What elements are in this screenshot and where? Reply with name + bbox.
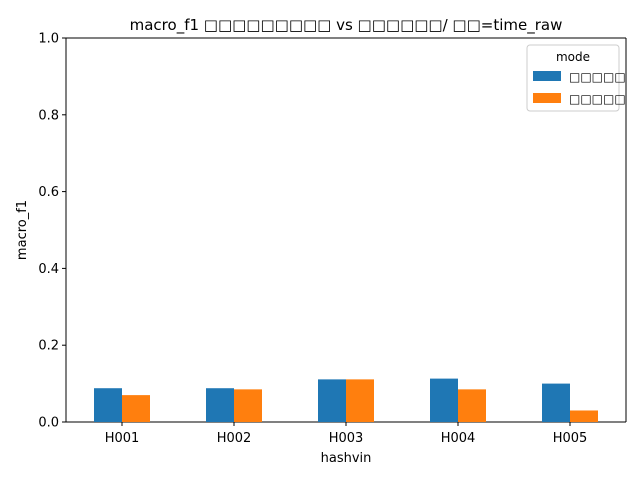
bar-series-1-h002 <box>206 388 234 422</box>
legend-swatch-series-2 <box>533 93 561 103</box>
y-tick-label: 0.8 <box>38 108 59 123</box>
bars-group <box>94 378 598 422</box>
bar-series-2-h004 <box>458 389 486 422</box>
bar-series-2-h003 <box>346 379 374 422</box>
y-tick-label: 0.4 <box>38 262 59 277</box>
plot-area <box>65 37 627 423</box>
legend: mode □□□□□ □□□□□ <box>526 44 626 112</box>
x-tick-label-h002: H002 <box>217 431 252 446</box>
y-axis-ticks: 0.0 0.2 0.4 0.6 0.8 1.0 <box>38 32 66 431</box>
legend-label-series-1: □□□□□ <box>569 70 626 84</box>
x-tick-label-h004: H004 <box>441 431 476 446</box>
bar-series-1-h005 <box>542 383 570 422</box>
bar-series-2-h005 <box>570 410 598 422</box>
y-axis-label: macro_f1 <box>15 200 30 260</box>
legend-title: mode <box>556 50 590 64</box>
x-tick-label-h003: H003 <box>329 431 364 446</box>
bar-series-1-h003 <box>318 379 346 422</box>
x-axis-label: hashvin <box>321 451 372 466</box>
y-tick-label: 0.2 <box>38 339 59 354</box>
chart-title: macro_f1 □□□□□□□□□ vs □□□□□□/ □□=time_ra… <box>130 16 563 35</box>
bar-series-2-h002 <box>234 389 262 422</box>
bar-series-1-h004 <box>430 378 458 422</box>
bar-series-2-h001 <box>122 395 150 422</box>
y-tick-label: 1.0 <box>38 32 59 47</box>
y-tick-label: 0.6 <box>38 185 59 200</box>
bar-series-1-h001 <box>94 388 122 422</box>
x-tick-label-h005: H005 <box>553 431 588 446</box>
legend-label-series-2: □□□□□ <box>569 92 626 106</box>
x-axis-ticks: H001 H002 H003 H004 H005 <box>105 422 588 446</box>
x-tick-label-h001: H001 <box>105 431 140 446</box>
legend-swatch-series-1 <box>533 71 561 81</box>
y-tick-label: 0.0 <box>38 416 59 431</box>
